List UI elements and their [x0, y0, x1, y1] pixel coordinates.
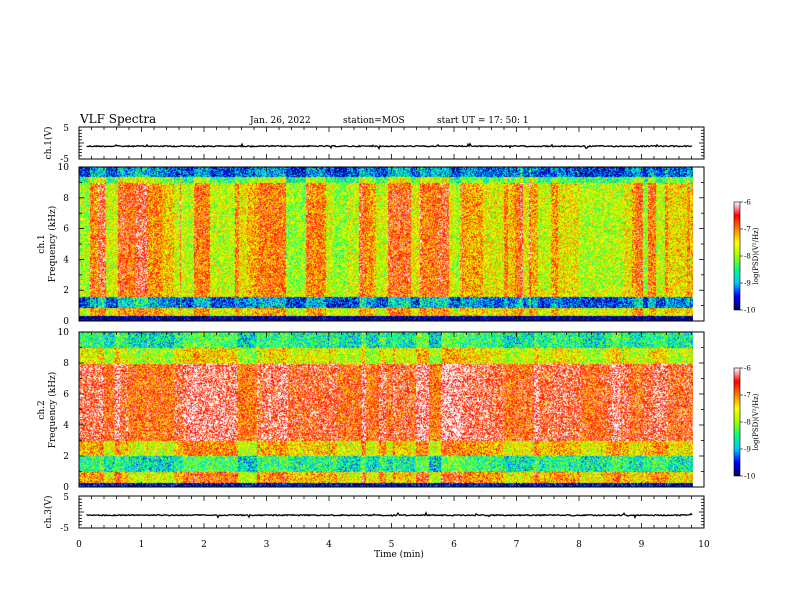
date-label: Jan. 26, 2022 — [249, 116, 311, 126]
x-tick-label: 8 — [576, 540, 582, 550]
y-tick-label: 5 — [63, 493, 69, 503]
x-axis-label: Time (min) — [374, 549, 424, 560]
ch2-spectrogram-panel: 0 2 4 6 8 10 ch.2Frequency (kHz) — [37, 328, 705, 493]
y-tick-label: 8 — [63, 194, 69, 204]
colorbar-tick-label: -8 — [744, 253, 751, 261]
y-tick-label: 4 — [63, 421, 69, 431]
colorbar-tick-label: -10 — [744, 473, 755, 481]
y-axis-label: ch.1Frequency (kHz) — [37, 206, 58, 283]
y-tick-label: 0 — [63, 483, 69, 493]
colorbar-label: log(PSD)(V²/Hz) — [752, 393, 760, 450]
y-tick-label: 0 — [63, 317, 69, 327]
x-tick-label: 4 — [326, 540, 332, 550]
spectrogram-raster — [79, 167, 693, 321]
start-time-label: start UT = 17: 50: 1 — [437, 116, 529, 126]
y-tick-label: 10 — [58, 328, 70, 338]
colorbar-tick-label: -9 — [744, 446, 751, 454]
y-tick-label: -5 — [60, 155, 69, 165]
figure-title: VLF Spectra — [79, 112, 156, 126]
colorbar-tick-label: -8 — [744, 419, 751, 427]
colorbar-tick-label: -7 — [744, 226, 751, 234]
y-tick-label: 6 — [63, 390, 69, 400]
station-label: station=MOS — [343, 116, 405, 126]
colorbar-gradient — [733, 367, 741, 477]
y-axis-label: ch.2Frequency (kHz) — [37, 372, 58, 449]
x-tick-label: 10 — [698, 540, 710, 550]
ch1-colorbar: -6 -7 -8 -9 -10 log(PSD)(V²/Hz) — [733, 199, 760, 315]
x-tick-label: 6 — [451, 540, 457, 550]
y-tick-label: 10 — [58, 163, 70, 173]
ch3-waveform-panel: 5 -5 ch.3(V) — [43, 493, 705, 534]
ch1-spectrogram-panel: 0 2 4 6 8 10 ch.1Frequency (kHz) — [37, 163, 705, 327]
x-tick-label: 9 — [639, 540, 645, 550]
colorbar-tick-label: -9 — [744, 280, 751, 288]
waveform-trace — [86, 142, 693, 151]
x-tick-label: 2 — [201, 540, 207, 550]
x-tick-label: 0 — [76, 540, 82, 550]
x-tick-label: 1 — [139, 540, 145, 550]
y-tick-label: 8 — [63, 359, 69, 369]
colorbar-tick-label: -7 — [744, 392, 751, 400]
y-tick-label: 2 — [63, 452, 69, 462]
colorbar-tick-label: -6 — [744, 199, 751, 207]
x-tick-label: 7 — [514, 540, 520, 550]
colorbar-tick-label: -6 — [744, 365, 751, 373]
y-tick-label: 2 — [63, 286, 69, 296]
time-axis: 0 1 2 3 4 5 6 7 8 9 10 — [76, 540, 710, 550]
spectrogram-raster — [79, 332, 693, 487]
x-tick-label: 5 — [389, 540, 395, 550]
colorbar-tick-label: -10 — [744, 307, 755, 315]
y-tick-label: -5 — [60, 524, 69, 534]
y-axis-label: ch.3(V) — [43, 496, 54, 529]
y-tick-label: 4 — [63, 255, 69, 265]
y-tick-label: 6 — [63, 225, 69, 235]
ch2-colorbar: -6 -7 -8 -9 -10 log(PSD)(V²/Hz) — [733, 365, 760, 481]
waveform-trace — [86, 510, 693, 520]
colorbar-label: log(PSD)(V²/Hz) — [752, 227, 760, 284]
y-tick-label: 5 — [63, 124, 69, 134]
x-tick-label: 3 — [264, 540, 270, 550]
y-axis-label: ch.1(V) — [43, 127, 54, 160]
colorbar-gradient — [733, 201, 741, 311]
ch1-waveform-panel: 5 -5 ch.1(V) — [43, 124, 705, 165]
